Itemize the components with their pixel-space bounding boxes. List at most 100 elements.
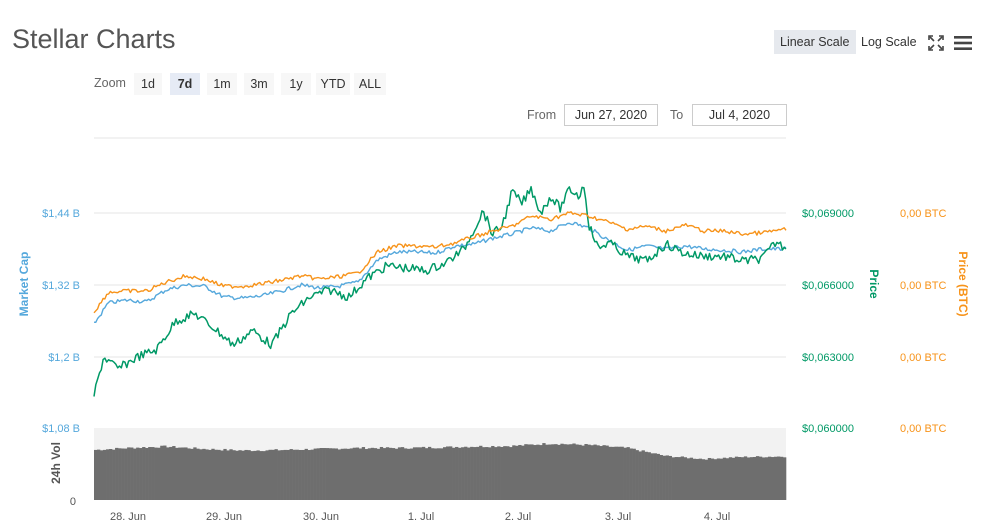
- volume-bar: [701, 459, 706, 500]
- volume-bar: [779, 456, 784, 500]
- volume-bar: [737, 457, 742, 500]
- zoom-ytd-button[interactable]: YTD: [316, 73, 350, 95]
- volume-bar: [476, 446, 480, 500]
- x-tick-label: 2. Jul: [505, 511, 531, 523]
- x-tick-label: 30. Jun: [303, 511, 339, 523]
- volume-bar: [352, 447, 357, 500]
- volume-bar: [325, 448, 329, 500]
- volume-bar: [608, 446, 612, 500]
- volume-bar: [373, 448, 378, 500]
- volume-bar: [473, 447, 477, 500]
- from-date-input[interactable]: Jun 27, 2020: [564, 104, 658, 126]
- volume-bar: [214, 449, 218, 500]
- volume-bar: [388, 447, 393, 500]
- volume-bar: [181, 447, 185, 500]
- zoom-1m-button[interactable]: 1m: [207, 73, 237, 95]
- price-btc-tick: 0,00 BTC: [900, 280, 947, 292]
- volume-bar: [310, 449, 314, 500]
- volume-bar: [406, 448, 411, 500]
- volume-bar: [391, 448, 396, 500]
- volume-bar: [455, 446, 459, 500]
- volume-bar: [713, 459, 718, 500]
- volume-bar: [530, 444, 534, 500]
- volume-bar: [238, 450, 242, 500]
- volume-bar: [674, 457, 678, 500]
- volume-bar: [596, 445, 600, 500]
- volume-bar: [313, 448, 317, 500]
- price-btc-line: [93, 211, 787, 314]
- price-tick: $0,069000: [802, 208, 854, 220]
- volume-bar: [689, 457, 694, 500]
- volume-bar: [581, 445, 585, 500]
- linear-scale-button[interactable]: Linear Scale: [774, 30, 856, 54]
- volume-bar: [142, 447, 146, 500]
- volume-bar: [746, 457, 751, 500]
- volume-bar: [220, 450, 224, 500]
- volume-bar: [482, 447, 486, 500]
- volume-bar: [647, 452, 651, 500]
- volume-bar: [767, 456, 772, 500]
- volume-bar: [160, 445, 164, 500]
- volume-bar: [322, 448, 326, 500]
- volume-bar: [632, 448, 636, 500]
- volume-bar: [542, 443, 546, 500]
- volume-bar: [710, 458, 715, 500]
- volume-bar: [172, 446, 176, 500]
- volume-bar: [716, 458, 721, 500]
- volume-bar: [722, 457, 727, 500]
- volume-bar: [698, 458, 703, 500]
- fullscreen-icon[interactable]: [928, 35, 944, 51]
- volume-bar: [533, 445, 537, 500]
- page-title: Stellar Charts: [12, 24, 176, 54]
- volume-bar: [509, 447, 513, 500]
- volume-bar: [500, 446, 504, 500]
- volume-bar: [106, 449, 110, 500]
- price-btc-axis-label: Price (BTC): [956, 251, 970, 316]
- volume-bar: [692, 458, 697, 500]
- price-tick: $0,060000: [802, 423, 854, 435]
- zoom-1y-button[interactable]: 1y: [281, 73, 311, 95]
- volume-bar: [346, 448, 351, 500]
- zoom-all-button[interactable]: ALL: [354, 73, 386, 95]
- price-btc-tick: 0,00 BTC: [900, 423, 947, 435]
- volume-bar: [758, 456, 763, 500]
- volume-bar: [226, 450, 230, 500]
- volume-bar: [259, 451, 263, 500]
- volume-bar: [136, 447, 140, 500]
- volume-bar: [124, 448, 128, 500]
- volume-bar: [749, 457, 754, 500]
- to-label: To: [670, 108, 684, 122]
- to-date-input[interactable]: Jul 4, 2020: [692, 104, 787, 126]
- zoom-7d-button[interactable]: 7d: [170, 73, 200, 95]
- volume-bar: [340, 448, 345, 500]
- volume-bar: [518, 444, 522, 500]
- volume-bar: [178, 447, 182, 500]
- zoom-3m-button[interactable]: 3m: [244, 73, 274, 95]
- volume-bar: [464, 446, 468, 500]
- volume-bar: [148, 447, 152, 500]
- volume-bar: [599, 446, 603, 500]
- volume-bar: [100, 450, 104, 500]
- volume-bar: [743, 456, 748, 500]
- volume-bar: [97, 449, 101, 500]
- volume-bar: [271, 449, 275, 500]
- volume-bar: [668, 455, 672, 500]
- volume-bar: [449, 446, 453, 500]
- zoom-1d-button[interactable]: 1d: [134, 73, 162, 95]
- volume-bar: [331, 448, 335, 500]
- volume-bar: [187, 448, 191, 500]
- volume-bar: [629, 448, 633, 500]
- log-scale-button[interactable]: Log Scale: [861, 35, 917, 49]
- volume-bar: [412, 447, 417, 500]
- market-cap-tick: $1,32 B: [42, 280, 80, 292]
- volume-bar: [274, 449, 278, 500]
- volume-bar: [343, 448, 348, 500]
- volume-bar: [436, 448, 441, 500]
- volume-bar: [695, 458, 700, 500]
- zoom-label: Zoom: [94, 76, 126, 90]
- volume-bar: [115, 447, 119, 500]
- price-axis-label: Price: [867, 269, 881, 299]
- volume-bar: [638, 451, 642, 500]
- hamburger-menu-icon[interactable]: [954, 35, 972, 51]
- volume-bar: [409, 448, 414, 500]
